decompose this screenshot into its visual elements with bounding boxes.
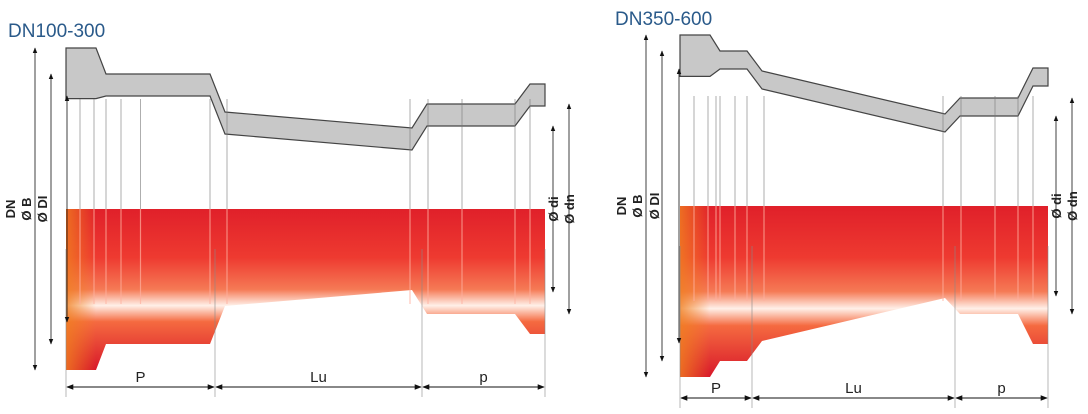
diagram-title: DN350-600 xyxy=(615,9,712,30)
diameter-label: Ø B xyxy=(19,197,34,220)
diameter-label: Ø DI xyxy=(647,193,662,220)
pipe-edge xyxy=(66,209,96,370)
diameter-label: Ø di xyxy=(546,196,561,221)
diameter-label: Ø dn xyxy=(1065,191,1080,221)
dimension-label: P xyxy=(135,369,145,386)
dimension-label: p xyxy=(479,369,487,386)
dimension-label: Lu xyxy=(845,380,862,397)
diameter-label: DN xyxy=(614,197,629,216)
pipe-body xyxy=(680,206,1048,377)
diameter-label: Ø B xyxy=(630,194,645,217)
dimension-label: P xyxy=(711,380,721,397)
diameter-label: Ø di xyxy=(1049,193,1064,218)
dimension-label: Lu xyxy=(310,369,327,386)
pipe-body xyxy=(66,209,545,370)
diagram-title: DN100-300 xyxy=(8,21,105,42)
pipe-wall xyxy=(679,34,1049,133)
pipe-edge xyxy=(680,206,710,377)
dimension-label: p xyxy=(997,380,1005,397)
diameter-label: Ø DI xyxy=(35,196,50,223)
diameter-label: DN xyxy=(3,200,18,219)
pipe-wall xyxy=(65,47,546,151)
diameter-label: Ø dn xyxy=(562,194,577,224)
